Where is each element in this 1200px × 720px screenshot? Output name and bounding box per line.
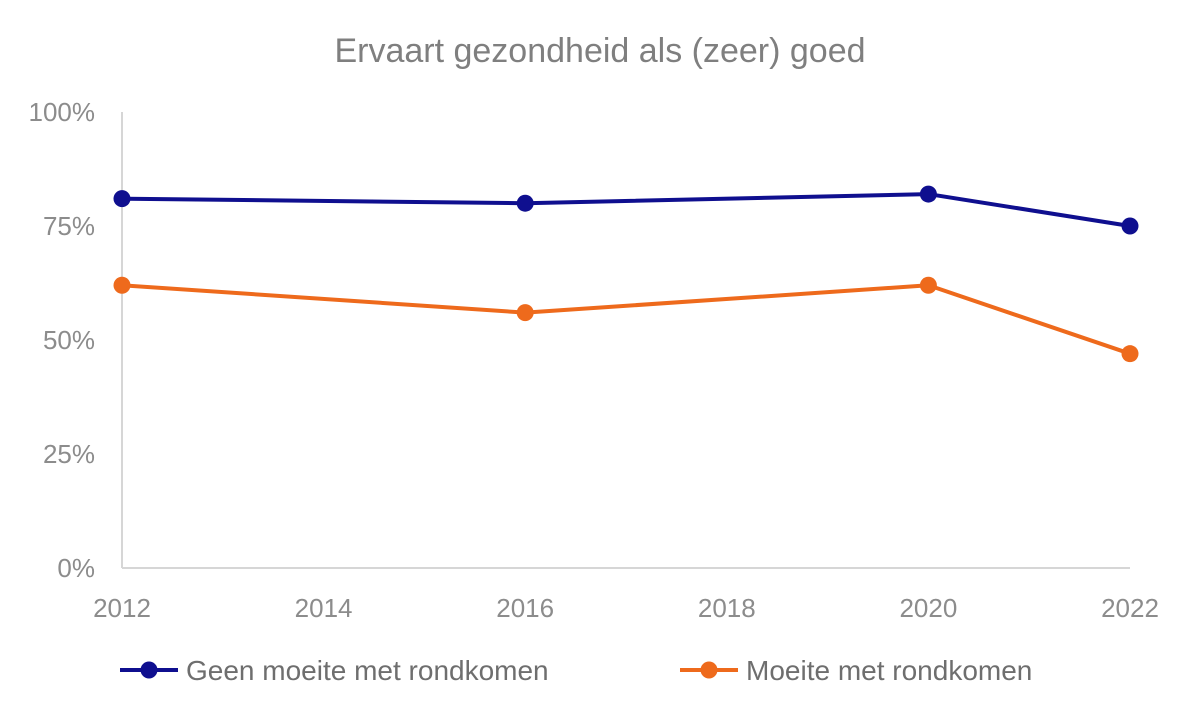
- series-line: [121, 283, 1131, 356]
- y-tick-label: 100%: [29, 97, 96, 127]
- y-tick-labels: 0% 25% 50% 75% 100%: [29, 97, 96, 583]
- series-1: [113, 276, 1139, 363]
- x-tick-label: 2022: [1101, 593, 1159, 623]
- legend: Geen moeite met rondkomen Moeite met rond…: [120, 655, 1032, 686]
- x-tick-labels: 2012 2014 2016 2018 2020 2022: [93, 593, 1159, 623]
- x-tick-label: 2014: [295, 593, 353, 623]
- y-tick-label: 25%: [43, 439, 95, 469]
- data-point: [1121, 345, 1139, 363]
- legend-marker: [700, 661, 718, 679]
- legend-label: Geen moeite met rondkomen: [186, 655, 549, 686]
- data-point: [113, 190, 131, 208]
- chart-title: Ervaart gezondheid als (zeer) goed: [334, 32, 865, 70]
- legend-item-0: Geen moeite met rondkomen: [120, 655, 549, 686]
- legend-marker: [140, 661, 158, 679]
- x-tick-label: 2018: [698, 593, 756, 623]
- legend-item-1: Moeite met rondkomen: [680, 655, 1032, 686]
- data-point: [113, 276, 131, 294]
- series-line: [121, 192, 1131, 228]
- data-point: [1121, 217, 1139, 235]
- x-tick-label: 2016: [496, 593, 554, 623]
- axes: [121, 112, 1130, 569]
- x-tick-label: 2012: [93, 593, 151, 623]
- y-tick-label: 0%: [57, 553, 95, 583]
- data-point: [919, 276, 937, 294]
- data-point: [516, 194, 534, 212]
- x-tick-label: 2020: [899, 593, 957, 623]
- data-point: [516, 304, 534, 322]
- data-point: [919, 185, 937, 203]
- y-tick-label: 50%: [43, 325, 95, 355]
- series-layer: [113, 185, 1139, 363]
- series-0: [113, 185, 1139, 235]
- y-tick-label: 75%: [43, 211, 95, 241]
- legend-label: Moeite met rondkomen: [746, 655, 1032, 686]
